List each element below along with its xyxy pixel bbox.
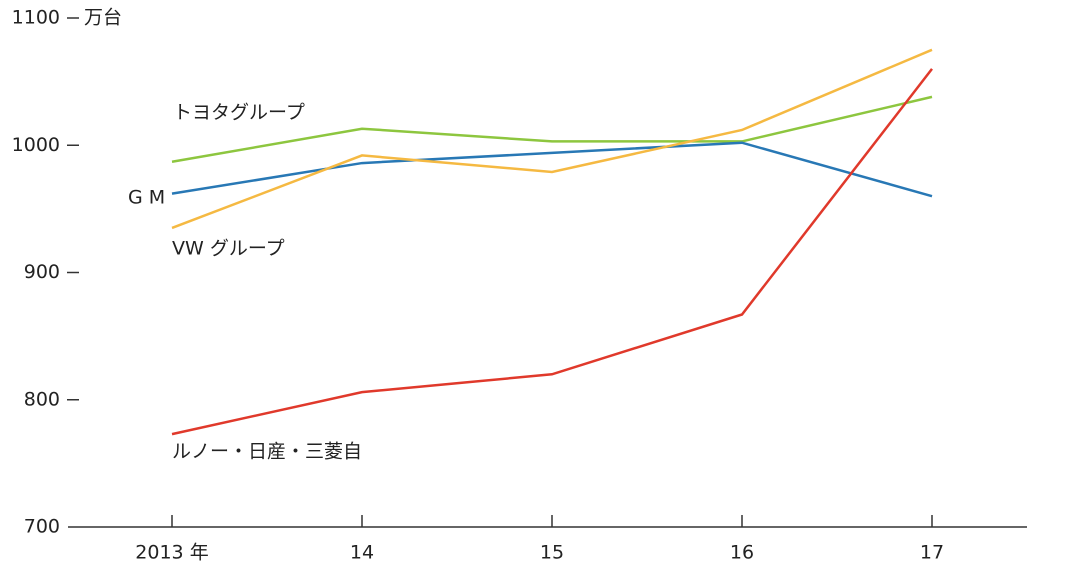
- y-tick-label: 1000: [12, 134, 60, 156]
- series-label: GM: [128, 187, 171, 209]
- y-tick-label: 1100: [12, 7, 60, 29]
- series-line: [171, 95, 933, 164]
- series-label: ルノー・日産・三菱自: [172, 441, 362, 463]
- series-line: [171, 48, 933, 230]
- x-tick-label: 14: [350, 542, 374, 564]
- series-line: [171, 68, 933, 436]
- series-label: VW グループ: [172, 238, 285, 260]
- y-axis-unit: 万台: [84, 7, 122, 29]
- x-tick-label: 16: [730, 542, 754, 564]
- x-tick-label: 17: [920, 542, 944, 564]
- x-tick-label: 2013 年: [135, 542, 208, 564]
- y-tick-label: 700: [24, 516, 60, 538]
- series-line: [171, 141, 933, 198]
- series-label: トヨタグループ: [173, 102, 305, 124]
- x-tick-label: 15: [540, 542, 564, 564]
- y-tick-label: 800: [24, 388, 60, 410]
- y-tick-label: 900: [24, 261, 60, 283]
